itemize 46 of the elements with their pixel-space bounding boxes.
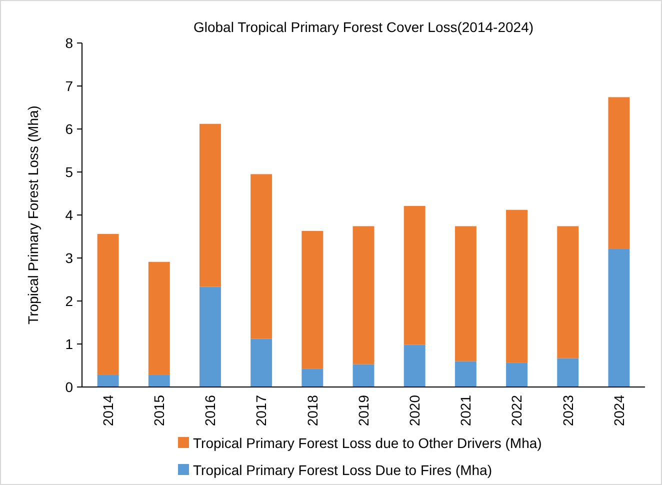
x-tick-label: 2022 bbox=[508, 394, 525, 426]
bar bbox=[557, 226, 579, 358]
legend-label: Tropical Primary Forest Loss Due to Fires (Mha) bbox=[193, 462, 492, 478]
y-tick-label: 3 bbox=[65, 250, 74, 266]
y-tick-label: 1 bbox=[65, 336, 74, 352]
y-tick-label: 7 bbox=[65, 78, 74, 94]
bar bbox=[302, 368, 324, 387]
bar bbox=[97, 374, 119, 387]
bar bbox=[506, 362, 528, 387]
bar bbox=[608, 248, 630, 387]
bar bbox=[148, 374, 170, 387]
bar bbox=[454, 361, 476, 387]
x-tick-label: 2017 bbox=[253, 394, 270, 426]
y-tick-label: 5 bbox=[65, 164, 74, 180]
bar bbox=[302, 230, 324, 369]
x-tick-label: 2015 bbox=[151, 394, 168, 426]
x-tick-label: 2018 bbox=[304, 394, 320, 426]
bar bbox=[404, 344, 426, 387]
y-tick-label: 2 bbox=[65, 292, 74, 309]
x-tick-label: 2024 bbox=[610, 394, 627, 426]
bar bbox=[148, 262, 170, 375]
y-tick-label: 8 bbox=[65, 34, 74, 51]
bar bbox=[352, 226, 374, 364]
x-tick-label: 2016 bbox=[202, 394, 218, 426]
x-tick-label: 2019 bbox=[355, 394, 372, 426]
bar bbox=[404, 206, 426, 345]
bar bbox=[200, 286, 221, 387]
x-tick-label: 2020 bbox=[406, 394, 422, 426]
y-tick-label: 0 bbox=[65, 378, 74, 395]
x-tick-label: 2023 bbox=[560, 394, 576, 426]
bar bbox=[454, 226, 476, 362]
bar bbox=[608, 97, 630, 249]
y-tick-label: 6 bbox=[65, 120, 74, 137]
x-tick-label: 2021 bbox=[458, 394, 474, 426]
bar bbox=[200, 124, 221, 287]
bar bbox=[506, 210, 528, 363]
y-tick-label: 4 bbox=[65, 206, 74, 223]
bar bbox=[250, 174, 272, 339]
chart-title: Global Tropical Primary Forest Cover Loss(2014-2024) bbox=[193, 19, 534, 35]
y-axis-title: Tropical Primary Forest Loss (Mha) bbox=[25, 106, 41, 324]
bar bbox=[97, 234, 119, 375]
bar bbox=[352, 364, 374, 387]
bar bbox=[557, 358, 579, 387]
bar bbox=[250, 338, 272, 387]
x-tick-label: 2014 bbox=[100, 394, 116, 426]
legend-label: Tropical Primary Forest Loss due to Other Drivers (Mha) bbox=[193, 434, 542, 451]
